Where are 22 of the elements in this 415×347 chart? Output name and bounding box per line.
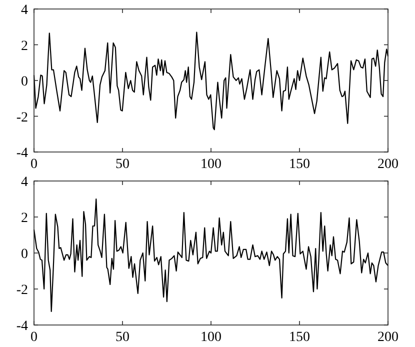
y-tick-label: 2 bbox=[21, 38, 28, 54]
y-tick-label: 0 bbox=[21, 247, 28, 262]
x-tick-label: 200 bbox=[378, 157, 398, 172]
x-tick-label: 50 bbox=[116, 157, 130, 172]
x-tick-label: 50 bbox=[116, 330, 130, 345]
y-tick-label: -4 bbox=[16, 319, 28, 334]
y-tick-label: 0 bbox=[21, 74, 28, 90]
y-tick-label: -2 bbox=[16, 283, 28, 298]
y-tick-label: 2 bbox=[21, 211, 28, 226]
x-tick-label: 150 bbox=[289, 157, 310, 172]
y-tick-label: -4 bbox=[16, 146, 28, 161]
x-tick-label: 0 bbox=[30, 330, 38, 345]
line-series bbox=[33, 32, 389, 130]
x-tick-label: 100 bbox=[200, 330, 222, 345]
y-tick-label: -2 bbox=[16, 110, 28, 126]
x-tick-label: 0 bbox=[30, 157, 38, 172]
x-tick-label: 200 bbox=[378, 330, 398, 345]
x-tick-label: 150 bbox=[289, 330, 310, 345]
y-tick-label: 4 bbox=[21, 175, 28, 190]
y-tick-label: 4 bbox=[21, 3, 28, 18]
x-tick-label: 100 bbox=[200, 157, 222, 172]
line-series bbox=[33, 198, 389, 312]
